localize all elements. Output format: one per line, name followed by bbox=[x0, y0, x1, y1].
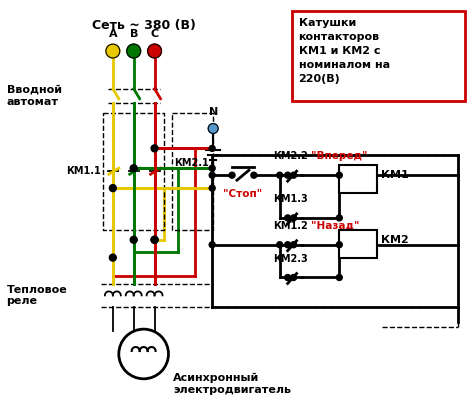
Circle shape bbox=[209, 145, 215, 151]
Circle shape bbox=[285, 172, 291, 178]
Circle shape bbox=[130, 236, 137, 243]
Text: Сеть ~ 380 (В): Сеть ~ 380 (В) bbox=[91, 19, 196, 32]
Circle shape bbox=[291, 172, 297, 178]
Circle shape bbox=[147, 44, 162, 58]
Text: КМ1: КМ1 bbox=[344, 174, 372, 184]
Circle shape bbox=[151, 145, 158, 152]
Text: Тепловое
реле: Тепловое реле bbox=[7, 284, 67, 306]
Circle shape bbox=[337, 215, 342, 221]
Circle shape bbox=[285, 215, 291, 221]
Circle shape bbox=[151, 236, 158, 243]
Text: КМ2.2: КМ2.2 bbox=[273, 151, 308, 161]
Circle shape bbox=[285, 275, 291, 280]
Text: Асинхронный
электродвигатель: Асинхронный электродвигатель bbox=[173, 373, 292, 395]
Text: "Вперед": "Вперед" bbox=[311, 151, 368, 161]
Text: КМ2: КМ2 bbox=[381, 235, 409, 245]
Text: КМ2: КМ2 bbox=[344, 239, 372, 249]
FancyBboxPatch shape bbox=[292, 11, 465, 101]
Text: B: B bbox=[129, 29, 138, 39]
Circle shape bbox=[291, 275, 297, 280]
Text: "Назад": "Назад" bbox=[311, 221, 360, 231]
Circle shape bbox=[109, 254, 116, 261]
Bar bbox=[339, 230, 377, 257]
Text: КМ1.3: КМ1.3 bbox=[273, 194, 308, 204]
Circle shape bbox=[337, 172, 342, 178]
Text: КМ1: КМ1 bbox=[381, 170, 409, 180]
Text: "Стоп": "Стоп" bbox=[223, 189, 263, 199]
Text: КМ2.1: КМ2.1 bbox=[174, 158, 209, 168]
Circle shape bbox=[151, 236, 158, 243]
Circle shape bbox=[291, 242, 297, 248]
Circle shape bbox=[277, 242, 283, 248]
Text: КМ1.1: КМ1.1 bbox=[66, 166, 101, 176]
Circle shape bbox=[130, 165, 137, 172]
Circle shape bbox=[277, 172, 283, 178]
Circle shape bbox=[209, 242, 215, 248]
Circle shape bbox=[106, 44, 120, 58]
Circle shape bbox=[127, 44, 141, 58]
Circle shape bbox=[229, 172, 235, 178]
Text: N: N bbox=[209, 106, 218, 117]
Circle shape bbox=[251, 172, 257, 178]
Circle shape bbox=[209, 165, 215, 171]
Circle shape bbox=[285, 242, 291, 248]
Circle shape bbox=[291, 215, 297, 221]
Circle shape bbox=[337, 275, 342, 280]
Circle shape bbox=[337, 242, 342, 248]
Circle shape bbox=[209, 172, 215, 178]
Text: КМ2.3: КМ2.3 bbox=[273, 254, 308, 264]
Circle shape bbox=[209, 185, 215, 191]
Bar bbox=[339, 165, 377, 193]
Text: C: C bbox=[151, 29, 159, 39]
Circle shape bbox=[208, 124, 218, 133]
Text: Катушки
контакторов
КМ1 и КМ2 с
номиналом на
220(В): Катушки контакторов КМ1 и КМ2 с номинало… bbox=[299, 18, 390, 84]
Text: A: A bbox=[109, 29, 117, 39]
Text: Вводной
автомат: Вводной автомат bbox=[7, 85, 62, 106]
Circle shape bbox=[109, 185, 116, 192]
Text: КМ1.2: КМ1.2 bbox=[273, 221, 308, 231]
